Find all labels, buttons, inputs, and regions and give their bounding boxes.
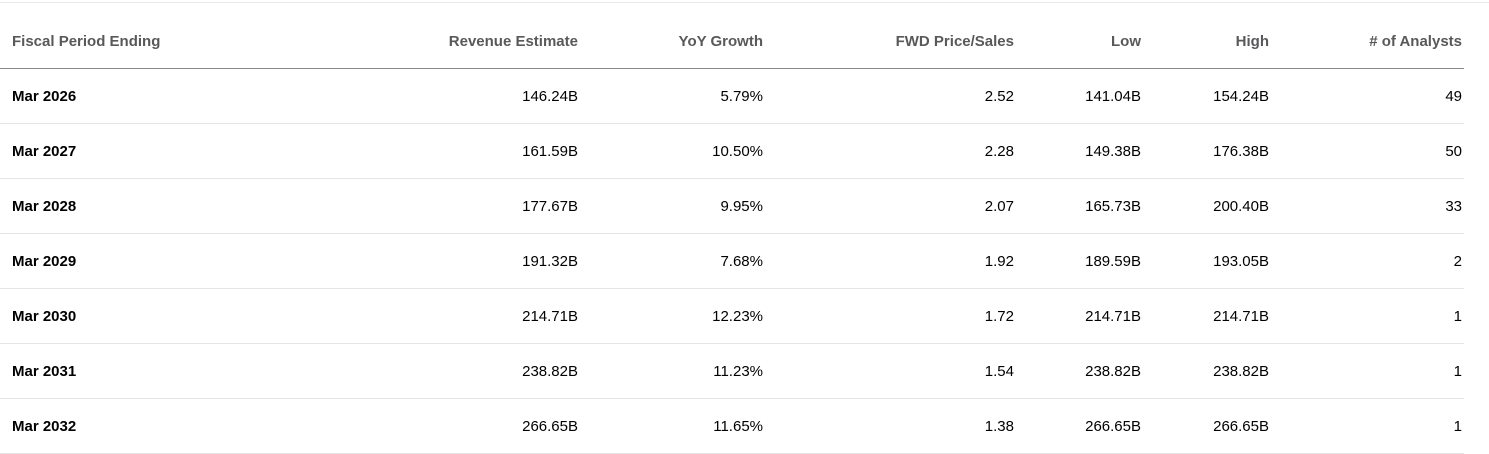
header-low: Low: [1014, 3, 1141, 69]
fiscal-period-cell: Mar 2026: [0, 68, 300, 124]
num-analysts-cell: 2: [1269, 233, 1464, 289]
high-cell: 266.65B: [1141, 398, 1269, 454]
header-fiscal-period: Fiscal Period Ending: [0, 3, 300, 69]
low-cell: 141.04B: [1014, 68, 1141, 124]
revenue-estimates-table: Fiscal Period Ending Revenue Estimate Yo…: [0, 3, 1464, 454]
revenue-estimate-cell: 161.59B: [300, 123, 578, 179]
fwd-price-sales-cell: 2.07: [763, 178, 1014, 234]
yoy-growth-cell: 7.68%: [578, 233, 763, 289]
yoy-growth-cell: 11.23%: [578, 343, 763, 399]
num-analysts-cell: 33: [1269, 178, 1464, 234]
fiscal-period-cell: Mar 2032: [0, 398, 300, 454]
num-analysts-cell: 1: [1269, 343, 1464, 399]
low-cell: 214.71B: [1014, 288, 1141, 344]
fwd-price-sales-cell: 1.54: [763, 343, 1014, 399]
revenue-estimate-cell: 266.65B: [300, 398, 578, 454]
table-row: Mar 2027 161.59B 10.50% 2.28 149.38B 176…: [0, 123, 1464, 179]
table-row: Mar 2028 177.67B 9.95% 2.07 165.73B 200.…: [0, 178, 1464, 234]
revenue-estimate-cell: 177.67B: [300, 178, 578, 234]
high-cell: 238.82B: [1141, 343, 1269, 399]
num-analysts-cell: 50: [1269, 123, 1464, 179]
num-analysts-cell: 1: [1269, 288, 1464, 344]
yoy-growth-cell: 11.65%: [578, 398, 763, 454]
fiscal-period-cell: Mar 2027: [0, 123, 300, 179]
table-body: Mar 2026 146.24B 5.79% 2.52 141.04B 154.…: [0, 68, 1464, 454]
fwd-price-sales-cell: 2.52: [763, 68, 1014, 124]
revenue-estimate-cell: 191.32B: [300, 233, 578, 289]
num-analysts-cell: 49: [1269, 68, 1464, 124]
revenue-estimate-cell: 214.71B: [300, 288, 578, 344]
header-yoy-growth: YoY Growth: [578, 3, 763, 69]
yoy-growth-cell: 5.79%: [578, 68, 763, 124]
fiscal-period-cell: Mar 2031: [0, 343, 300, 399]
high-cell: 193.05B: [1141, 233, 1269, 289]
table-row: Mar 2029 191.32B 7.68% 1.92 189.59B 193.…: [0, 233, 1464, 289]
fiscal-period-cell: Mar 2028: [0, 178, 300, 234]
low-cell: 189.59B: [1014, 233, 1141, 289]
high-cell: 154.24B: [1141, 68, 1269, 124]
fwd-price-sales-cell: 1.38: [763, 398, 1014, 454]
table-row: Mar 2031 238.82B 11.23% 1.54 238.82B 238…: [0, 343, 1464, 399]
header-row: Fiscal Period Ending Revenue Estimate Yo…: [0, 3, 1464, 69]
fwd-price-sales-cell: 2.28: [763, 123, 1014, 179]
high-cell: 200.40B: [1141, 178, 1269, 234]
yoy-growth-cell: 10.50%: [578, 123, 763, 179]
fwd-price-sales-cell: 1.72: [763, 288, 1014, 344]
header-num-analysts: # of Analysts: [1269, 3, 1464, 69]
low-cell: 238.82B: [1014, 343, 1141, 399]
high-cell: 214.71B: [1141, 288, 1269, 344]
low-cell: 165.73B: [1014, 178, 1141, 234]
yoy-growth-cell: 12.23%: [578, 288, 763, 344]
table-row: Mar 2030 214.71B 12.23% 1.72 214.71B 214…: [0, 288, 1464, 344]
revenue-estimate-cell: 146.24B: [300, 68, 578, 124]
high-cell: 176.38B: [1141, 123, 1269, 179]
table-row: Mar 2032 266.65B 11.65% 1.38 266.65B 266…: [0, 398, 1464, 454]
header-high: High: [1141, 3, 1269, 69]
fwd-price-sales-cell: 1.92: [763, 233, 1014, 289]
yoy-growth-cell: 9.95%: [578, 178, 763, 234]
fiscal-period-cell: Mar 2029: [0, 233, 300, 289]
low-cell: 266.65B: [1014, 398, 1141, 454]
table-row: Mar 2026 146.24B 5.79% 2.52 141.04B 154.…: [0, 68, 1464, 124]
header-revenue-estimate: Revenue Estimate: [300, 3, 578, 69]
revenue-estimate-cell: 238.82B: [300, 343, 578, 399]
num-analysts-cell: 1: [1269, 398, 1464, 454]
header-fwd-price-sales: FWD Price/Sales: [763, 3, 1014, 69]
low-cell: 149.38B: [1014, 123, 1141, 179]
table-header: Fiscal Period Ending Revenue Estimate Yo…: [0, 3, 1464, 69]
fiscal-period-cell: Mar 2030: [0, 288, 300, 344]
